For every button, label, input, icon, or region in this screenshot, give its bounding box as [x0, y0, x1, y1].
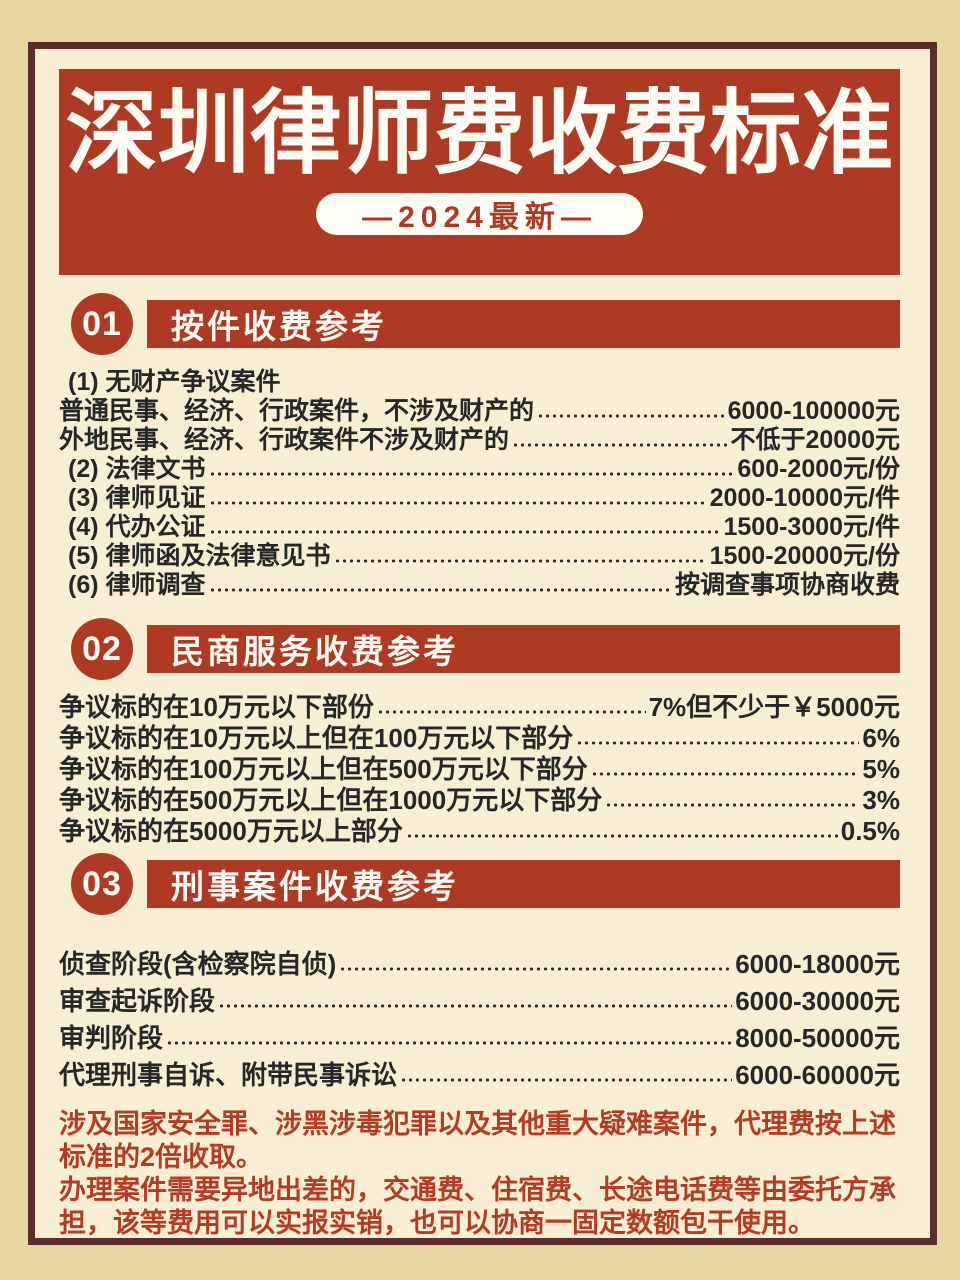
fee-item-label: 审判阶段: [59, 1023, 164, 1053]
fee-row: 侦查阶段(含检察院自侦) 6000-18000元: [59, 946, 900, 983]
footer-notes: 涉及国家安全罪、涉黑涉毒犯罪以及其他重大疑难案件，代理费按上述标准的2倍收取。 …: [59, 1108, 900, 1240]
section-per-case-fees: 01 按件收费参考 (1) 无财产争议案件 普通民事、经济、行政案件，不涉及财产的…: [59, 293, 900, 600]
section-number-badge: 01: [71, 293, 133, 355]
fee-item-label: 争议标的在5000万元以上部分: [59, 816, 403, 846]
fee-row: 争议标的在500万元以上但在1000万元以下部分 3%: [59, 785, 900, 816]
fee-item-label: 争议标的在100万元以上但在500万元以下部分: [59, 754, 588, 784]
dotted-leader: [605, 802, 860, 807]
dotted-leader: [208, 529, 721, 534]
fee-item-value: 2000-10000元/件: [709, 484, 900, 512]
fee-item-value: 0.5%: [840, 816, 900, 846]
dotted-leader: [333, 558, 707, 563]
section-number-badge: 02: [71, 618, 133, 680]
dotted-leader: [339, 966, 733, 971]
fee-item-label: (6) 律师调查: [68, 571, 206, 599]
section-number-badge: 03: [71, 853, 133, 915]
fee-item-value: 不低于20000元: [730, 426, 900, 454]
fee-item-label: 外地民事、经济、行政案件不涉及财产的: [59, 426, 510, 454]
dotted-leader: [208, 587, 672, 592]
fee-row: 争议标的在100万元以上但在500万元以下部分 5%: [59, 754, 900, 785]
section-header: 02 民商服务收费参考: [59, 618, 900, 680]
dotted-leader: [576, 740, 860, 745]
dotted-leader: [400, 1077, 733, 1082]
fee-row: 审查起诉阶段 6000-30000元: [59, 983, 900, 1020]
fee-item-value: 8000-50000元: [735, 1023, 900, 1053]
fee-item-label: (5) 律师函及法律意见书: [68, 542, 331, 570]
fee-item-value: 6000-60000元: [735, 1060, 900, 1090]
fee-row: 普通民事、经济、行政案件，不涉及财产的 6000-100000元: [59, 397, 900, 426]
section-title: 刑事案件收费参考: [171, 868, 459, 905]
fee-item-label: (3) 律师见证: [68, 484, 206, 512]
poster-frame: 深圳律师费收费标准 —2024最新— 01 按件收费参考 (1) 无财产争议案件…: [28, 42, 937, 1245]
section-civil-commercial-fees: 02 民商服务收费参考 争议标的在10万元以下部份 7%但不少于￥5000元 争议…: [59, 618, 900, 847]
fee-item-label: 侦查阶段(含检察院自侦): [59, 949, 337, 979]
fee-row: 外地民事、经济、行政案件不涉及财产的 不低于20000元: [59, 426, 900, 455]
fee-item-label: 争议标的在10万元以上但在100万元以下部分: [59, 723, 574, 753]
fee-row: 代理刑事自诉、附带民事诉讼 6000-60000元: [59, 1057, 900, 1094]
fee-item-value: 6000-100000元: [727, 397, 900, 425]
fee-item-label: 争议标的在500万元以上但在1000万元以下部分: [59, 785, 603, 815]
fee-row: 审判阶段 8000-50000元: [59, 1020, 900, 1057]
fee-item-value: 7%但不少于￥5000元: [648, 692, 900, 722]
fee-row: (5) 律师函及法律意见书 1500-20000元/份: [59, 542, 900, 571]
dotted-leader: [166, 1040, 733, 1045]
dotted-leader: [208, 500, 707, 505]
fee-row: 争议标的在10万元以下部份 7%但不少于￥5000元: [59, 692, 900, 723]
fee-item-value: 3%: [862, 785, 900, 815]
fee-item-label: 争议标的在10万元以下部份: [59, 692, 374, 722]
dotted-leader: [376, 709, 646, 714]
note-travel-expenses: 办理案件需要异地出差的，交通费、住宿费、长途电话费等由委托方承担，该等费用可以实…: [59, 1175, 896, 1238]
section-title: 按件收费参考: [171, 308, 387, 345]
section-header: 03 刑事案件收费参考: [59, 853, 900, 915]
fee-item-label: (2) 法律文书: [68, 455, 206, 483]
year-badge: —2024最新—: [316, 193, 643, 236]
year-badge-label: —2024最新—: [362, 201, 597, 235]
fee-row: (3) 律师见证 2000-10000元/件: [59, 484, 900, 513]
note-special-cases: 涉及国家安全罪、涉黑涉毒犯罪以及其他重大疑难案件，代理费按上述标准的2倍收取。: [59, 1109, 896, 1172]
dotted-leader: [405, 833, 838, 838]
dotted-leader: [590, 771, 860, 776]
fee-item-label: (1) 无财产争议案件: [68, 368, 281, 396]
fee-row: (1) 无财产争议案件: [59, 368, 900, 397]
fee-item-value: 6000-18000元: [735, 949, 900, 979]
fee-item-value: 1500-3000元/件: [723, 513, 900, 541]
section-title-bar: 刑事案件收费参考: [147, 860, 900, 908]
fee-row: 争议标的在5000万元以上部分 0.5%: [59, 816, 900, 847]
title-block: 深圳律师费收费标准 —2024最新—: [59, 69, 900, 275]
section-title-bar: 按件收费参考: [147, 300, 900, 348]
fee-item-value: 按调查事项协商收费: [674, 571, 900, 599]
page-title: 深圳律师费收费标准: [65, 83, 894, 185]
fee-item-value: 1500-20000元/份: [709, 542, 900, 570]
fee-row: (6) 律师调查 按调查事项协商收费: [59, 571, 900, 600]
dotted-leader: [537, 413, 725, 418]
fee-item-label: 审查起诉阶段: [59, 986, 216, 1016]
fee-rows: 争议标的在10万元以下部份 7%但不少于￥5000元 争议标的在10万元以上但在1…: [59, 692, 900, 847]
fee-rows: 侦查阶段(含检察院自侦) 6000-18000元审查起诉阶段 6000-30000元…: [59, 946, 900, 1094]
fee-row: 争议标的在10万元以上但在100万元以下部分 6%: [59, 723, 900, 754]
section-criminal-case-fees: 03 刑事案件收费参考 侦查阶段(含检察院自侦) 6000-18000元审查起诉阶…: [59, 853, 900, 1094]
fee-rows: (1) 无财产争议案件 普通民事、经济、行政案件，不涉及财产的 6000-10000…: [59, 368, 900, 600]
fee-item-value: 6000-30000元: [735, 986, 900, 1016]
fee-item-label: 代理刑事自诉、附带民事诉讼: [59, 1060, 398, 1090]
section-header: 01 按件收费参考: [59, 293, 900, 355]
fee-item-value: 6%: [862, 723, 900, 753]
dotted-leader: [208, 471, 735, 476]
fee-item-label: 普通民事、经济、行政案件，不涉及财产的: [59, 397, 535, 425]
fee-item-label: (4) 代办公证: [68, 513, 206, 541]
dotted-leader: [512, 442, 728, 447]
fee-item-value: 5%: [862, 754, 900, 784]
section-title: 民商服务收费参考: [171, 633, 459, 670]
dotted-leader: [218, 1003, 733, 1008]
fee-row: (2) 法律文书 600-2000元/份: [59, 455, 900, 484]
fee-row: (4) 代办公证 1500-3000元/件: [59, 513, 900, 542]
fee-item-value: 600-2000元/份: [737, 455, 900, 483]
section-title-bar: 民商服务收费参考: [147, 625, 900, 673]
